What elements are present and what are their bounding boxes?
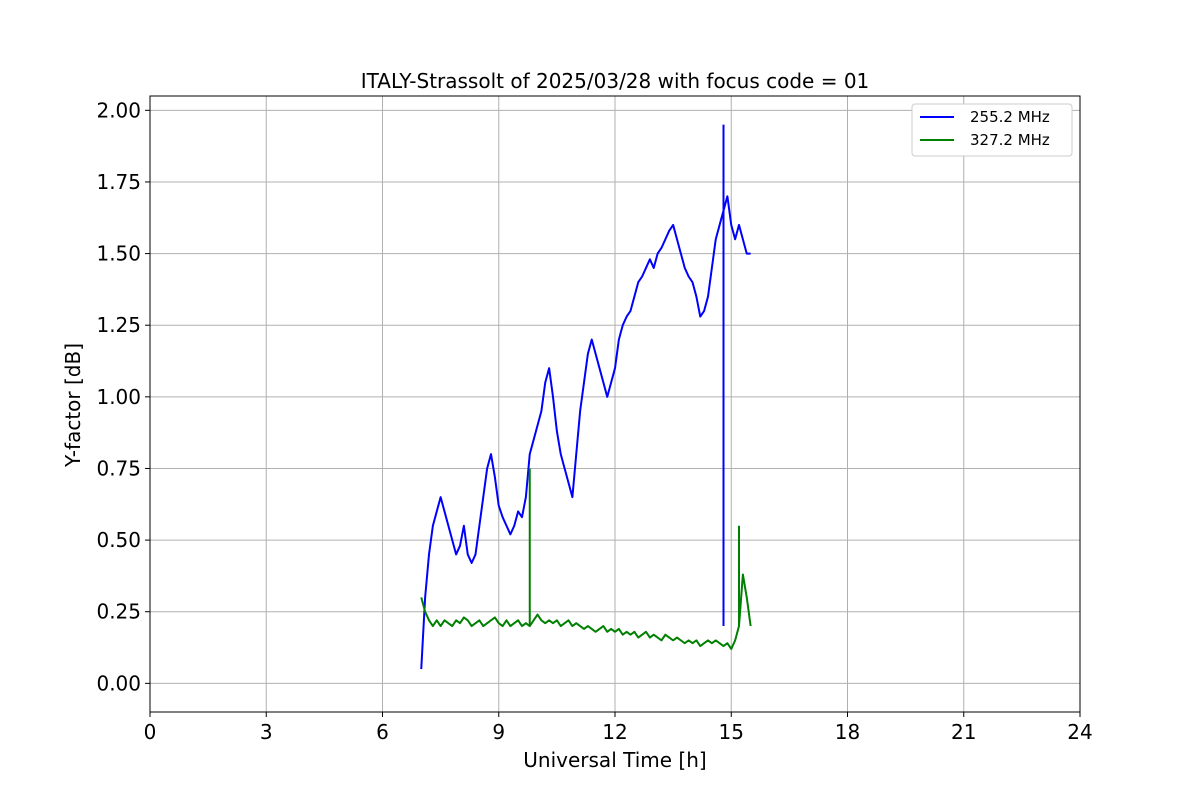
y-tick-label: 2.00 <box>96 98 141 122</box>
x-tick-label: 15 <box>719 720 744 744</box>
y-tick-label: 0.50 <box>96 528 141 552</box>
legend-label-327-2-mhz: 327.2 MHz <box>970 131 1050 149</box>
x-tick-label: 0 <box>144 720 157 744</box>
series-layer <box>420 124 752 670</box>
series-line-255-2-mhz <box>420 195 751 670</box>
legend: 255.2 MHz 327.2 MHz <box>911 103 1073 157</box>
y-tick-label: 0.25 <box>96 600 141 624</box>
y-axis-ticks: 0.00 0.25 0.50 0.75 1.00 1.25 1.50 1.75 2.00 <box>96 98 150 695</box>
x-tick-label: 24 <box>1067 720 1092 744</box>
legend-label-255-2-mhz: 255.2 MHz <box>970 108 1050 126</box>
y-tick-label: 1.25 <box>96 313 141 337</box>
x-axis-ticks: 0 3 6 9 12 15 18 21 24 <box>144 712 1093 744</box>
y-tick-label: 0.00 <box>96 671 141 695</box>
series-line-327-2-mhz <box>420 573 752 650</box>
y-axis-label: Y-factor [dB] <box>61 343 85 468</box>
x-tick-label: 12 <box>602 720 627 744</box>
y-tick-label: 0.75 <box>96 456 141 480</box>
x-tick-label: 3 <box>260 720 273 744</box>
y-tick-label: 1.50 <box>96 242 141 266</box>
x-tick-label: 18 <box>835 720 860 744</box>
x-tick-label: 6 <box>376 720 389 744</box>
x-tick-label: 21 <box>951 720 976 744</box>
y-tick-label: 1.75 <box>96 170 141 194</box>
x-axis-label: Universal Time [h] <box>523 748 706 772</box>
x-tick-label: 9 <box>492 720 505 744</box>
chart-title: ITALY-Strassolt of 2025/03/28 with focus… <box>361 69 870 93</box>
y-tick-label: 1.00 <box>96 385 141 409</box>
